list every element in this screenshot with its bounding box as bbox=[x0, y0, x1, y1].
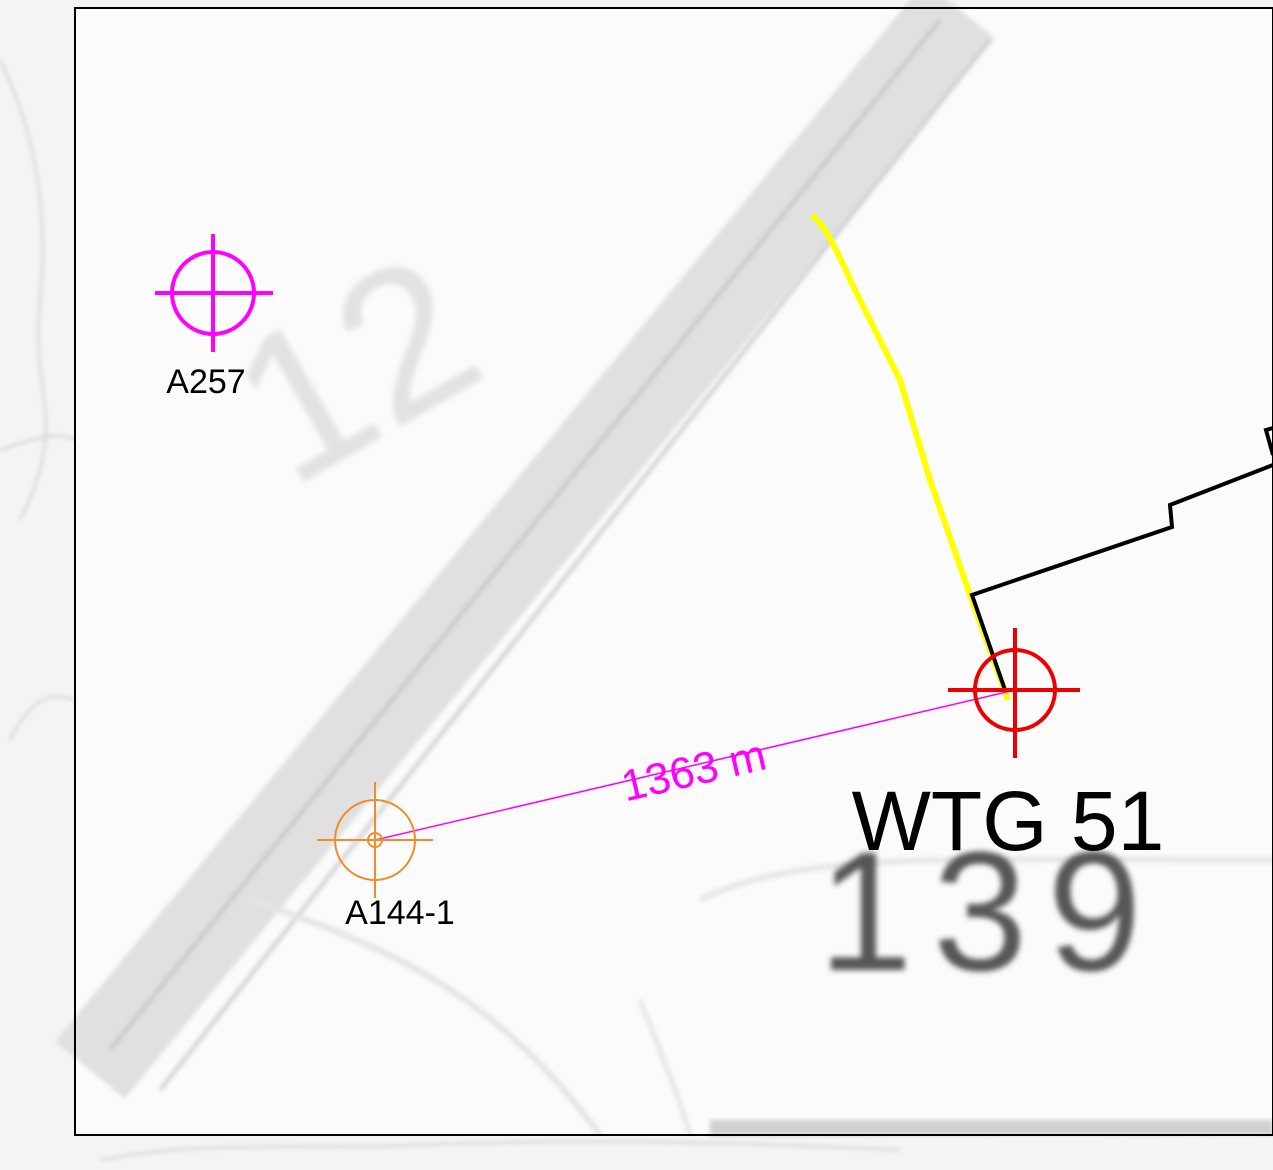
marker-a144-1 bbox=[317, 782, 433, 898]
map-label: 139 bbox=[818, 817, 1162, 1007]
map-frame bbox=[74, 7, 1273, 1136]
marker-a257 bbox=[155, 234, 273, 352]
marker-label: A144-1 bbox=[345, 894, 455, 932]
cable-route bbox=[809, 212, 1011, 702]
marker-wtg51 bbox=[948, 628, 1080, 758]
boundary-line bbox=[969, 426, 1273, 691]
marker-label: A257 bbox=[166, 363, 245, 401]
marker-label: WTG 51 bbox=[852, 774, 1165, 868]
measurement-line bbox=[374, 689, 1016, 841]
terrain bbox=[55, 0, 1273, 1137]
